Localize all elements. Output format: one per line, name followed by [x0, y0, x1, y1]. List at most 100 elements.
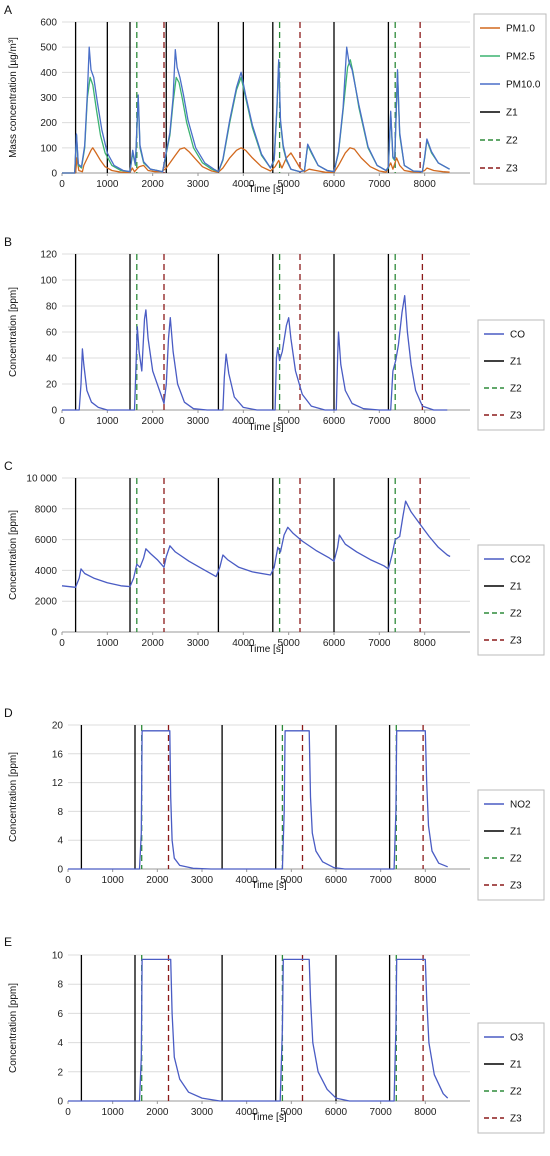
panel-label: C: [4, 459, 13, 473]
y-tick-label: 12: [52, 778, 64, 789]
legend: CO2 Z1 Z2 Z3: [477, 544, 545, 656]
y-tick-label: 4: [57, 836, 63, 847]
x-tick-label: 1000: [96, 416, 119, 427]
series-line-o3: [68, 958, 449, 1102]
series-line-co2: [61, 500, 451, 588]
y-tick-label: 100: [40, 276, 57, 287]
y-axis-label: Mass concentration [µg/m³]: [8, 37, 19, 158]
series-line-pm10-0: [62, 46, 450, 174]
chart-panel-e: E 0 2 4 6 8 10 0 1000 2000 3000 4000 5000 6000 7000 800…: [4, 935, 545, 1134]
legend: PM1.0 PM2.5 PM10.0 Z1 Z2 Z3: [473, 13, 547, 185]
x-tick-label: 6000: [325, 1107, 348, 1118]
y-tick-label: 0: [57, 865, 63, 876]
legend-entry: Z3: [510, 881, 522, 892]
x-tick-label: 1000: [96, 179, 119, 190]
x-tick-label: 8000: [414, 638, 437, 649]
y-axis-label: Concentration [ppm]: [8, 510, 19, 600]
x-axis-label: Time [s]: [251, 880, 286, 891]
x-tick-label: 7000: [370, 875, 393, 886]
y-tick-label: 4: [57, 1038, 63, 1049]
y-tick-label: 2000: [35, 597, 58, 608]
y-tick-label: 0: [51, 169, 57, 180]
x-tick-label: 7000: [368, 179, 391, 190]
x-tick-label: 3000: [187, 416, 210, 427]
y-axis-label: Concentration [ppm]: [8, 752, 19, 842]
y-tick-label: 300: [40, 93, 57, 104]
x-tick-label: 5000: [280, 1107, 303, 1118]
x-tick-label: 4000: [236, 1107, 259, 1118]
series-line-no2: [68, 730, 448, 870]
y-tick-label: 400: [40, 68, 57, 79]
legend-box: [477, 1022, 545, 1134]
y-tick-label: 600: [40, 18, 57, 29]
x-tick-label: 6000: [323, 416, 346, 427]
x-tick-label: 3000: [191, 875, 214, 886]
x-tick-label: 8000: [414, 1107, 437, 1118]
x-tick-label: 6000: [323, 638, 346, 649]
legend-entry: Z2: [510, 854, 522, 865]
x-tick-label: 2000: [142, 638, 165, 649]
y-tick-label: 6000: [35, 535, 58, 546]
chart-panel-d: D 0 4 8 12 16 20 0 1000 2000 3000 4000 5000 6000 7000 8…: [4, 706, 545, 901]
legend-box: [473, 13, 547, 185]
y-tick-label: 40: [46, 354, 58, 365]
legend-entry: Z1: [510, 357, 522, 368]
x-tick-label: 4000: [232, 416, 255, 427]
legend-entry: Z2: [506, 136, 518, 147]
legend-entry: O3: [510, 1033, 524, 1044]
panel-label: E: [4, 935, 12, 949]
y-tick-label: 0: [57, 1097, 63, 1108]
chart-panel-b: B 0 20 40 60 80 100 120 0 1000 2000 3000 4000 5000 600…: [4, 235, 545, 433]
x-tick-label: 5000: [278, 416, 301, 427]
y-tick-label: 500: [40, 43, 57, 54]
x-tick-label: 2000: [146, 1107, 169, 1118]
y-tick-label: 20: [52, 721, 64, 732]
y-tick-label: 20: [46, 380, 58, 391]
y-tick-label: 200: [40, 118, 57, 129]
x-tick-label: 0: [59, 416, 65, 427]
x-tick-label: 2000: [142, 179, 165, 190]
legend-entry: Z2: [510, 609, 522, 620]
legend-entry: Z3: [510, 411, 522, 422]
x-tick-label: 6000: [325, 875, 348, 886]
legend-entry: Z2: [510, 1087, 522, 1098]
y-tick-label: 6: [57, 1009, 63, 1020]
legend-entry: Z1: [506, 108, 518, 119]
legend: CO Z1 Z2 Z3: [477, 319, 545, 431]
legend-entry: Z1: [510, 1060, 522, 1071]
x-axis-label: Time [s]: [248, 184, 283, 195]
y-tick-label: 0: [51, 628, 57, 639]
y-tick-label: 8: [57, 980, 63, 991]
y-tick-label: 4000: [35, 566, 58, 577]
legend-entry: CO2: [510, 555, 531, 566]
x-tick-label: 8000: [414, 416, 437, 427]
legend: NO2 Z1 Z2 Z3: [477, 789, 545, 901]
legend-entry: Z2: [510, 384, 522, 395]
legend-entry: PM10.0: [506, 80, 541, 91]
x-tick-label: 3000: [187, 179, 210, 190]
y-tick-label: 0: [51, 406, 57, 417]
panel-label: B: [4, 235, 12, 249]
x-tick-label: 1000: [102, 875, 125, 886]
x-tick-label: 4000: [236, 875, 259, 886]
y-tick-label: 10 000: [26, 474, 57, 485]
chart-panel-c: C 0 2000 4000 6000 8000 10 000 0 1000 2000 3000 400…: [4, 459, 545, 656]
x-tick-label: 1000: [96, 638, 119, 649]
series-line-co: [62, 294, 448, 411]
legend-entry: Z3: [506, 164, 518, 175]
legend-box: [477, 319, 545, 431]
x-tick-label: 3000: [191, 1107, 214, 1118]
x-tick-label: 2000: [146, 875, 169, 886]
y-tick-label: 16: [52, 749, 64, 760]
legend-entry: CO: [510, 330, 525, 341]
legend-box: [477, 789, 545, 901]
x-tick-label: 7000: [370, 1107, 393, 1118]
y-tick-label: 10: [52, 951, 64, 962]
legend-entry: Z3: [510, 636, 522, 647]
x-tick-label: 0: [59, 179, 65, 190]
y-axis-label: Concentration [ppm]: [8, 983, 19, 1073]
y-tick-label: 80: [46, 302, 58, 313]
legend-entry: PM1.0: [506, 24, 535, 35]
